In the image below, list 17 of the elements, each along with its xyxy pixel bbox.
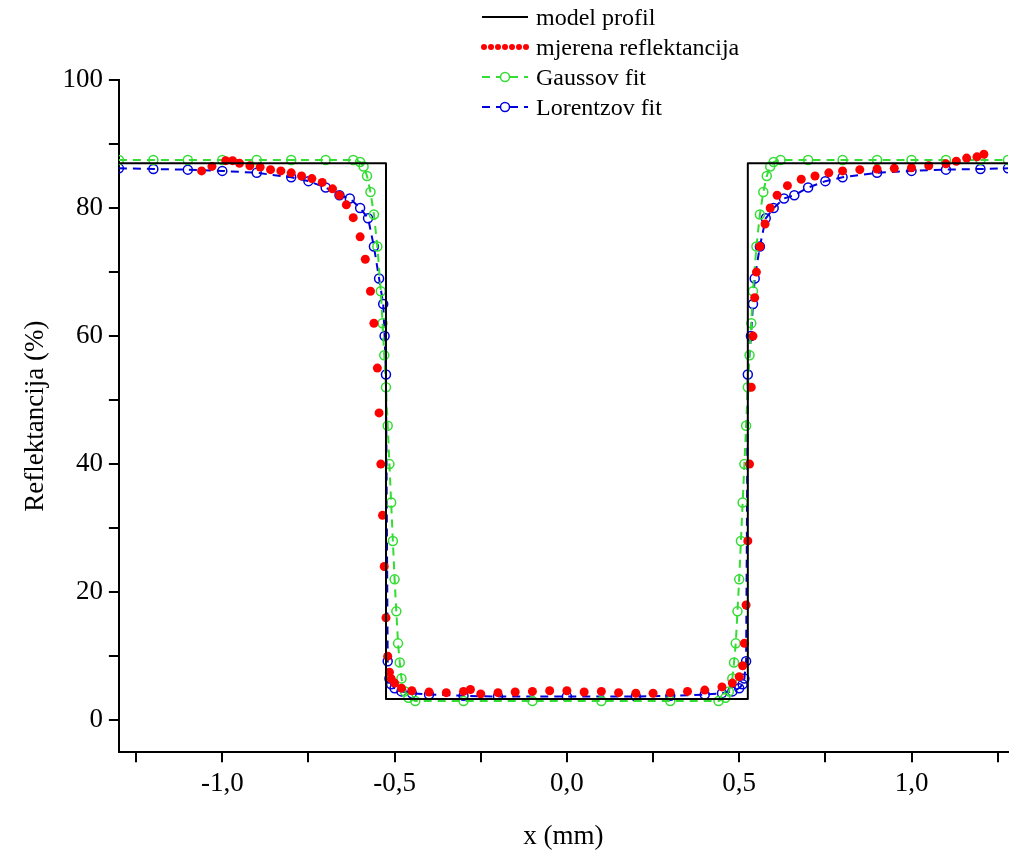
y-tick-label: 20 [75,575,103,606]
x-tick-label: 0,5 [722,767,757,798]
y-tick-label: 40 [75,447,103,478]
x-axis-title: x (mm) [523,819,604,850]
x-tick-label: 1,0 [894,767,929,798]
y-tick-label: 80 [75,191,103,222]
y-axis-title: Reflektancija (%) [19,320,50,512]
y-tick-label: 60 [75,319,103,350]
y-tick-label: 0 [89,703,103,734]
x-tick-label: -0,5 [373,767,416,798]
x-tick-label: -1,0 [200,767,244,798]
legend-label: Gaussov fit [536,63,646,91]
legend-label: model profil [536,3,656,31]
y-tick-label: 100 [62,63,103,94]
legend-label: Lorentzov fit [536,93,662,121]
x-tick-label: 0,0 [550,767,584,798]
legend-label: mjerena reflektancija [536,33,740,61]
